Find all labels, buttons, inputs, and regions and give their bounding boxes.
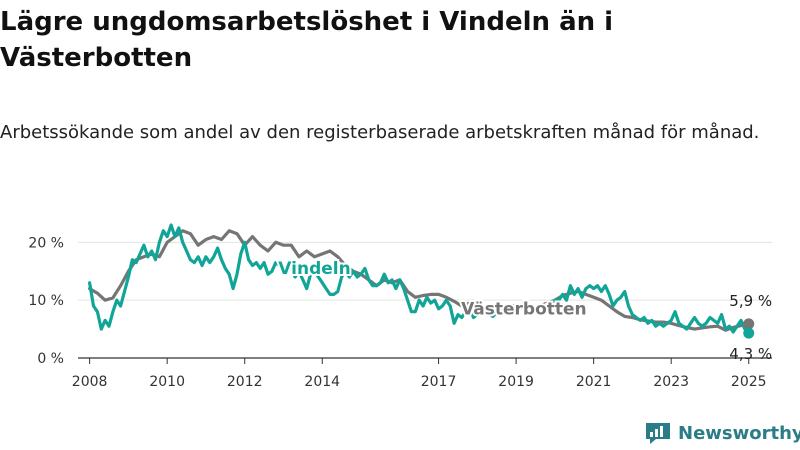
series-line-vindeln xyxy=(88,223,751,335)
end-point-vindeln xyxy=(743,327,755,339)
x-tick-label: 2019 xyxy=(498,374,534,390)
end-labels: 5,9 % 4,3 % xyxy=(729,292,772,363)
newsworthy-logo-icon xyxy=(646,423,670,444)
series-annotations: Vindeln Västerbotten xyxy=(276,257,588,321)
x-tick-label: 2017 xyxy=(421,374,457,390)
x-tick-label: 2021 xyxy=(576,374,612,390)
brand-name: Newsworthy xyxy=(678,422,800,444)
series-lines xyxy=(88,223,751,335)
newsworthy-logo: Newsworthy xyxy=(644,419,800,447)
y-tick-label: 10 % xyxy=(28,293,64,309)
chart-title: Lägre ungdomsarbetslöshet i Vindeln än i… xyxy=(0,7,614,73)
y-tick-label: 0 % xyxy=(37,351,64,367)
x-tick-label: 2012 xyxy=(227,374,263,390)
end-label-v-sterbotten: 5,9 % xyxy=(729,292,772,310)
x-tick-label: 2025 xyxy=(731,374,767,390)
end-label-vindeln: 4,3 % xyxy=(729,345,772,363)
series-line-v-sterbotten xyxy=(88,229,751,332)
x-tick-label: 2010 xyxy=(149,374,185,390)
x-tick-label: 2008 xyxy=(72,374,108,390)
chart-subtitle: Arbetssökande som andel av den registerb… xyxy=(0,122,760,143)
x-tick-label: 2014 xyxy=(304,374,340,390)
y-tick-label: 20 % xyxy=(28,235,64,251)
x-tick-label: 2023 xyxy=(653,374,689,390)
y-axis-ticks: 0 % 10 % 20 % xyxy=(28,235,64,367)
end-point-v-sterbotten xyxy=(743,318,755,330)
series-label-vindeln: Vindeln xyxy=(278,259,350,279)
series-label-v-sterbotten: Västerbotten xyxy=(461,300,587,320)
x-axis: 2008 2010 2012 2014 2017 2019 2021 2023 2025 xyxy=(72,357,772,390)
